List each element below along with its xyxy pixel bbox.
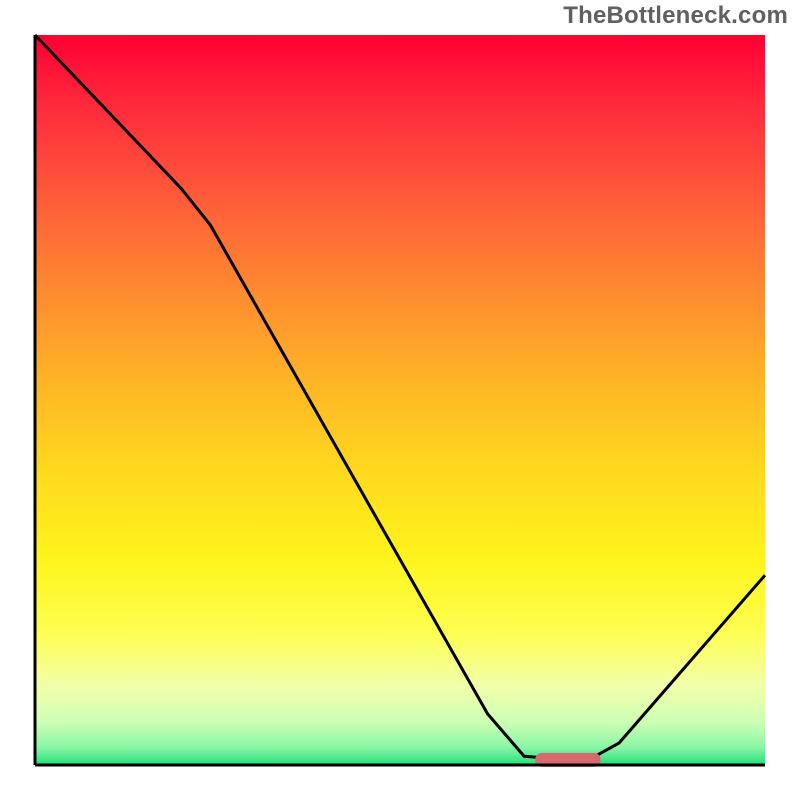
bottleneck-chart — [0, 0, 800, 800]
watermark-text: TheBottleneck.com — [563, 2, 788, 30]
plot-background — [35, 35, 765, 765]
